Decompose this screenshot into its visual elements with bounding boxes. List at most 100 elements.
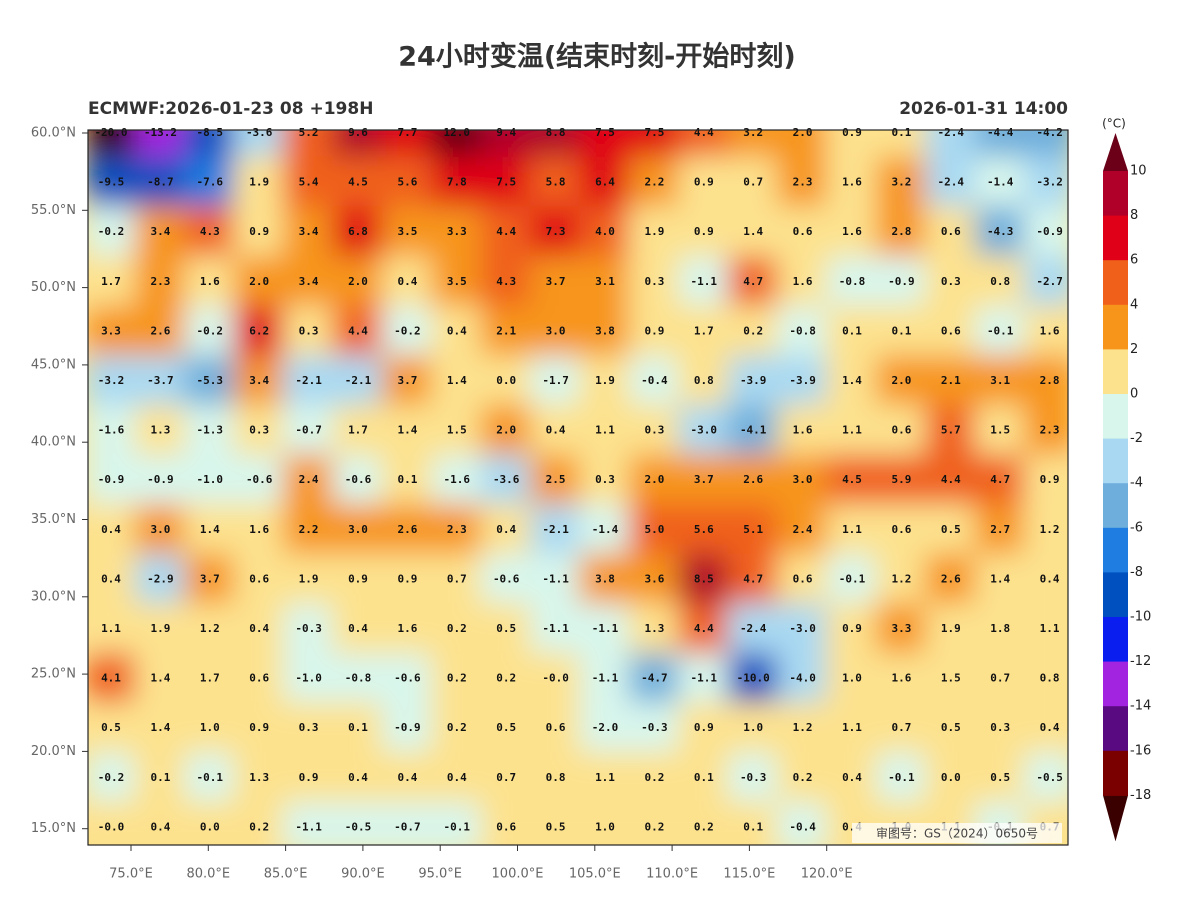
temperature-cell bbox=[88, 652, 137, 705]
temperature-label: 4.4 bbox=[694, 126, 714, 139]
temperature-cell bbox=[332, 256, 384, 308]
lon-label: 110.0°E bbox=[646, 867, 698, 882]
temperature-label: 0.4 bbox=[249, 622, 269, 635]
temperature-cell bbox=[282, 206, 335, 258]
temperature-cell bbox=[529, 206, 582, 258]
axes: 60.0°N 55.0°N 50.0°N 45.0°N 40.0°N 35.0°N 30.0… bbox=[31, 126, 853, 882]
temperature-cell bbox=[88, 553, 137, 606]
temperature-label: 2.5 bbox=[546, 473, 566, 486]
temperature-cell bbox=[332, 206, 384, 258]
temperature-cell bbox=[579, 801, 631, 845]
temperature-label: 3.1 bbox=[595, 275, 615, 288]
temperature-field bbox=[88, 130, 1068, 845]
colorbar-label: 0 bbox=[1130, 387, 1138, 402]
temperature-label: 0.7 bbox=[496, 771, 516, 784]
colorbar-label: -12 bbox=[1130, 654, 1151, 669]
temperature-cell bbox=[776, 256, 829, 308]
temperature-label: -0.3 bbox=[295, 622, 322, 635]
temperature-label: 0.6 bbox=[793, 225, 813, 238]
temperature-label: 1.6 bbox=[793, 424, 813, 437]
temperature-cell bbox=[381, 752, 434, 804]
temperature-label: -1.1 bbox=[542, 622, 569, 635]
lon-label: 115.0°E bbox=[723, 867, 775, 882]
temperature-cell bbox=[628, 454, 681, 506]
temperature-label: 2.8 bbox=[1040, 374, 1060, 387]
temperature-cell bbox=[974, 603, 1026, 655]
temperature-label: 0.9 bbox=[1040, 473, 1060, 486]
temperature-label: 3.8 bbox=[595, 572, 615, 585]
temperature-label: -3.7 bbox=[147, 374, 174, 387]
temperature-label: -0.6 bbox=[394, 672, 421, 685]
temperature-label: -4.2 bbox=[1036, 126, 1063, 139]
temperature-cell bbox=[332, 652, 384, 705]
temperature-label: 0.6 bbox=[249, 572, 269, 585]
temperature-label: 6.8 bbox=[348, 225, 368, 238]
temperature-cell bbox=[727, 404, 779, 457]
lon-label: 80.0°E bbox=[186, 867, 230, 882]
temperature-cell bbox=[776, 702, 829, 754]
temperature-label: 1.4 bbox=[150, 672, 170, 685]
temperature-label: 0.3 bbox=[299, 324, 319, 337]
temperature-cell bbox=[282, 404, 335, 457]
temperature-label: -8.7 bbox=[147, 176, 174, 189]
temperature-label: 0.3 bbox=[595, 473, 615, 486]
temperature-cell bbox=[1023, 504, 1068, 556]
temperature-cell bbox=[332, 504, 384, 556]
temperature-cell bbox=[431, 156, 483, 209]
temperature-label: 3.8 bbox=[595, 324, 615, 337]
temperature-label: 8.8 bbox=[546, 126, 566, 139]
temperature-label: 0.9 bbox=[249, 225, 269, 238]
temperature-label: 1.6 bbox=[842, 225, 862, 238]
temperature-label: -4.0 bbox=[789, 672, 816, 685]
temperature-cell bbox=[925, 752, 977, 804]
temperature-cell bbox=[826, 305, 878, 358]
lat-label: 50.0°N bbox=[31, 280, 76, 295]
temperature-cell bbox=[184, 256, 236, 308]
temperature-cell bbox=[332, 801, 384, 845]
temperature-cell bbox=[628, 752, 681, 804]
temperature-label: 2.3 bbox=[150, 275, 170, 288]
temperature-label: 0.9 bbox=[249, 721, 269, 734]
temperature-cell bbox=[776, 454, 829, 506]
temperature-label: 0.0 bbox=[941, 771, 961, 784]
lon-label: 75.0°E bbox=[109, 867, 153, 882]
colorbar-label: -10 bbox=[1130, 610, 1151, 625]
colorbar-band bbox=[1103, 171, 1128, 217]
temperature-label: -20.0 bbox=[94, 126, 127, 139]
temperature-cell bbox=[727, 603, 779, 655]
temperature-label: 2.0 bbox=[249, 275, 269, 288]
temperature-cell bbox=[431, 504, 483, 556]
temperature-label: 0.8 bbox=[546, 771, 566, 784]
temperature-cell bbox=[628, 305, 681, 358]
temperature-cell bbox=[776, 404, 829, 457]
temperature-label: 0.3 bbox=[299, 721, 319, 734]
temperature-label: -10.0 bbox=[737, 672, 770, 685]
temperature-cell bbox=[628, 702, 681, 754]
temperature-cell bbox=[974, 256, 1026, 308]
temperature-cell bbox=[332, 702, 384, 754]
temperature-cell bbox=[727, 504, 779, 556]
temperature-cell bbox=[529, 702, 582, 754]
temperature-label: 2.3 bbox=[447, 523, 467, 536]
temperature-cell bbox=[925, 702, 977, 754]
temperature-label: 0.3 bbox=[941, 275, 961, 288]
temperature-label: 3.2 bbox=[891, 176, 911, 189]
temperature-label: 2.6 bbox=[941, 572, 961, 585]
temperature-label: -1.6 bbox=[444, 473, 471, 486]
lat-label: 20.0°N bbox=[31, 744, 76, 759]
temperature-label: 4.7 bbox=[743, 275, 763, 288]
temperature-cell bbox=[134, 603, 187, 655]
temperature-label: -2.1 bbox=[295, 374, 322, 387]
temperature-label: 0.6 bbox=[941, 225, 961, 238]
temperature-label: 5.6 bbox=[694, 523, 714, 536]
temperature-label: 3.4 bbox=[299, 275, 319, 288]
temperature-cell bbox=[678, 454, 730, 506]
temperature-label: 4.1 bbox=[101, 672, 121, 685]
temperature-label: 1.6 bbox=[200, 275, 220, 288]
temperature-label: 0.7 bbox=[891, 721, 911, 734]
temperature-label: 1.3 bbox=[644, 622, 664, 635]
temperature-label: 0.6 bbox=[546, 721, 566, 734]
temperature-cell bbox=[88, 752, 137, 804]
temperature-cell bbox=[233, 355, 285, 407]
